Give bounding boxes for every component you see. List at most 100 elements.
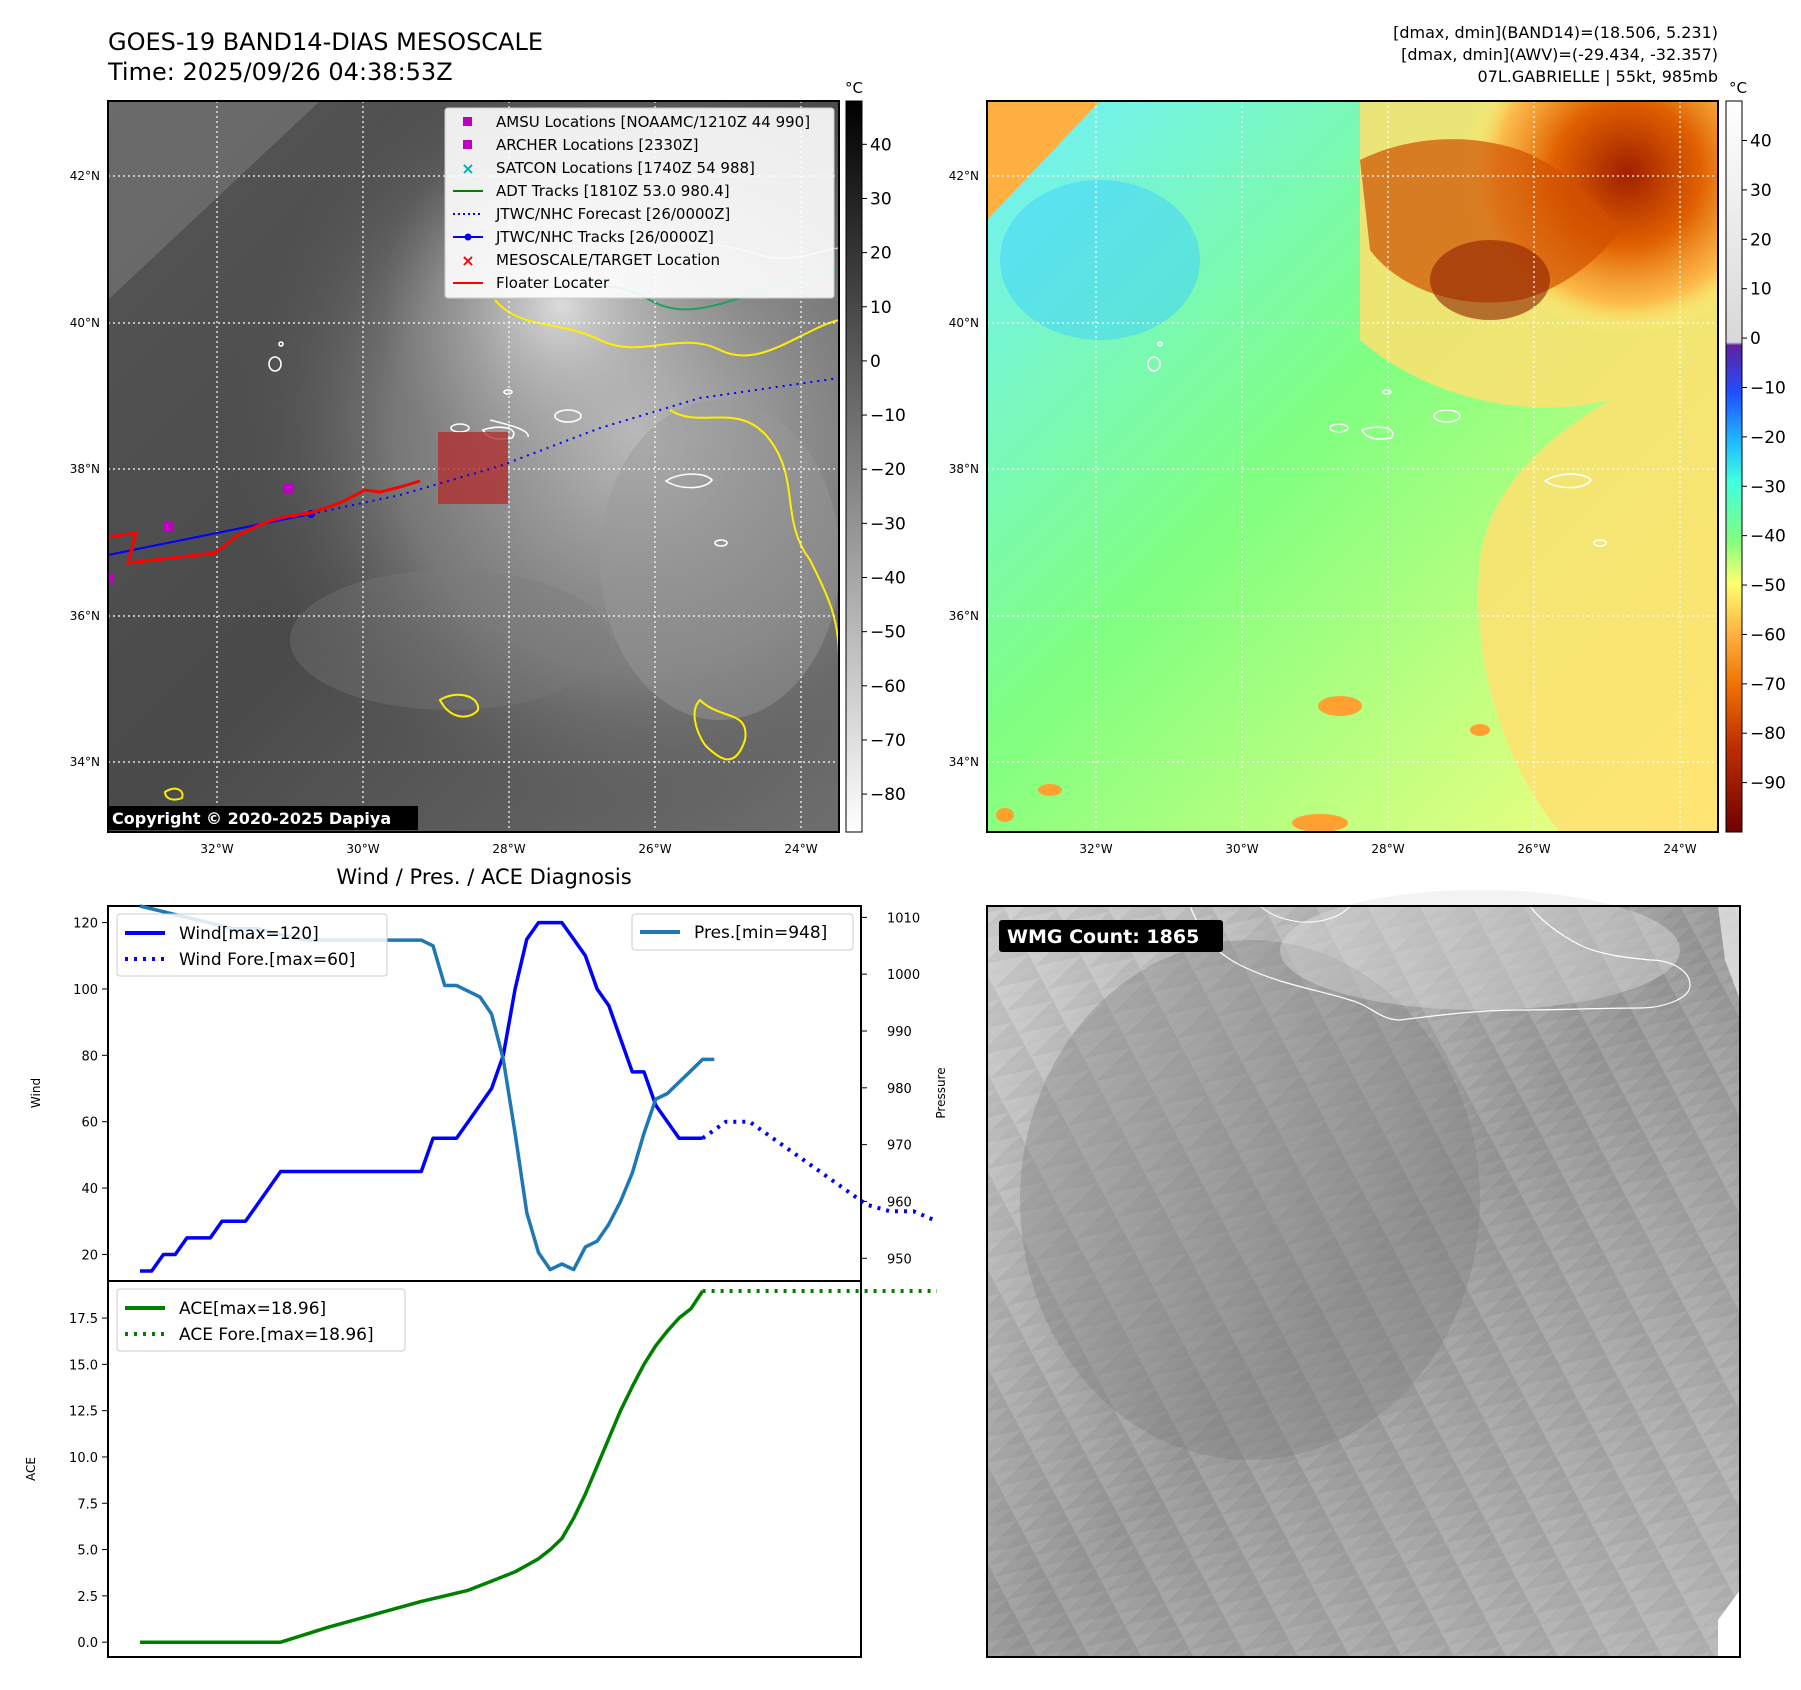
- wmg-panel: WMG Count: 1865: [986, 890, 1741, 1658]
- wv-colorbar-tick-label: −40: [1750, 527, 1786, 547]
- ace-y-tick-label: 17.5: [69, 1312, 98, 1327]
- wind-y-tick-label: 40: [81, 1182, 98, 1197]
- ir-contour-yellow-small: [438, 693, 480, 718]
- pressure-y-tick-label: 1010: [887, 911, 920, 926]
- wv-moist-patch: [1000, 180, 1200, 340]
- ir-colorbar-tick-label: −50: [870, 623, 906, 643]
- ir-lon-tick: 30°W: [346, 842, 379, 856]
- wind-legend-label: Wind Fore.[max=60]: [179, 950, 355, 970]
- wv-lon-tick: 32°W: [1079, 842, 1112, 856]
- wind-y-tick-label: 120: [73, 917, 98, 932]
- ir-lon-tick: 24°W: [784, 842, 817, 856]
- pressure-axis-label: Pressure: [934, 1067, 948, 1118]
- ace-y-tick-label: 12.5: [69, 1405, 98, 1420]
- ir-lon-tick: 26°W: [638, 842, 671, 856]
- diagnosis-title: Wind / Pres. / ACE Diagnosis: [336, 865, 631, 889]
- ace-y-tick-label: 0.0: [77, 1636, 98, 1651]
- ace-series-0: [140, 1290, 705, 1644]
- wv-dry-darkest: [1430, 240, 1550, 320]
- jtwc-track-line: [108, 513, 312, 556]
- ir-colorbar-tick-label: −30: [870, 514, 906, 534]
- ir-cloud-low: [290, 570, 610, 710]
- wmg-bright-region: [1280, 890, 1680, 1010]
- legend-marker-x: ×: [461, 159, 474, 178]
- wv-colorbar-tick-label: −20: [1750, 428, 1786, 448]
- pressure-y-tick-label: 970: [887, 1139, 912, 1154]
- ace-y-tick-label: 15.0: [69, 1358, 98, 1373]
- wv-colorbar-ticks: 40 30 20 10 0 −10 −20 −30 −40 −50 −60 −70 −80 −90: [1742, 132, 1786, 794]
- mesoscale-target-box: [438, 432, 508, 504]
- ir-colorbar-tick-label: 10: [870, 298, 892, 318]
- pressure-y-tick-label: 990: [887, 1025, 912, 1040]
- legend-marker-x: ×: [461, 251, 474, 270]
- wv-lon-tick: 30°W: [1225, 842, 1258, 856]
- wv-gridlines: [987, 101, 1718, 832]
- wv-colorbar-tick-label: 40: [1750, 132, 1772, 152]
- title-line-2: Time: 2025/09/26 04:38:53Z: [107, 58, 453, 86]
- ace-y-tick-label: 7.5: [77, 1497, 98, 1512]
- ace-y-tick-label: 5.0: [77, 1544, 98, 1559]
- ir-map-frame: [107, 100, 840, 833]
- ir-colorbar-tick-label: −10: [870, 406, 906, 426]
- ir-colorbar-tick-label: 0: [870, 352, 881, 372]
- ir-colorbar-tick-label: 40: [870, 135, 892, 155]
- pressure-y-tick-label: 950: [887, 1252, 912, 1267]
- wv-lon-tick: 28°W: [1371, 842, 1404, 856]
- copyright-box: [108, 806, 418, 830]
- legend-marker-dot: [464, 233, 472, 241]
- wv-lat-tick: 34°N: [949, 755, 979, 769]
- wv-map-tick-labels: 32°W 30°W 28°W 26°W 24°W 42°N 40°N 38°N 36°N 34°N: [949, 169, 1697, 856]
- ir-lat-tick: 42°N: [70, 169, 100, 183]
- wv-edge-wedge: [987, 101, 1100, 220]
- info-line-3: 07L.GABRIELLE | 55kt, 985mb: [1478, 67, 1718, 86]
- ir-colorbar-tick-label: 20: [870, 244, 892, 264]
- wv-lat-tick: 38°N: [949, 462, 979, 476]
- wv-lon-tick: 24°W: [1663, 842, 1696, 856]
- legend-item-label: JTWC/NHC Tracks [26/0000Z]: [495, 228, 714, 246]
- title-line-1: GOES-19 BAND14-DIAS MESOSCALE: [108, 28, 543, 56]
- wind-y-tick-label: 100: [73, 983, 98, 998]
- wmg-count-text: WMG Count: 1865: [1007, 926, 1199, 948]
- wind-pressure-chart: 20 40 60 80 100 120 950 960 970 980 990 1000 1010 Win…: [29, 904, 948, 1282]
- wv-colorbar-tick-label: −90: [1750, 774, 1786, 794]
- wv-map-panel: °C 403020100−10−20−30−40−50−60−70−80−90 …: [949, 79, 1786, 856]
- legend-item-label: AMSU Locations [NOAAMC/1210Z 44 990]: [496, 113, 810, 131]
- legend-item-label: MESOSCALE/TARGET Location: [496, 251, 720, 269]
- wind-y-tick-label: 20: [81, 1248, 98, 1263]
- ir-colorbar-tick-label: 30: [870, 189, 892, 209]
- ir-lat-tick: 38°N: [70, 462, 100, 476]
- wv-lon-tick: 26°W: [1517, 842, 1550, 856]
- wind-y-tick-label: 60: [81, 1116, 98, 1131]
- legend-item-label: JTWC/NHC Forecast [26/0000Z]: [495, 205, 730, 223]
- wind-legend-label: Wind[max=120]: [179, 924, 319, 944]
- ir-colorbar-tick-label: −60: [870, 677, 906, 697]
- ir-contour-yellow-east: [669, 409, 839, 661]
- wmg-triangulation: [987, 906, 1740, 1657]
- wv-colorbar-unit: °C: [1729, 79, 1747, 97]
- wv-azores-islands: [1147, 341, 1607, 547]
- ace-chart: 0.0 2.5 5.0 7.5 10.0 12.5 15.0 17.5 ACE[max=18.9…: [24, 1280, 937, 1658]
- ace-y-tick-label: 10.0: [69, 1451, 98, 1466]
- wv-colorbar-tick-label: −30: [1750, 477, 1786, 497]
- wind-y-tick-label: 80: [81, 1049, 98, 1064]
- ir-colorbar: [845, 100, 863, 833]
- ir-lon-tick: 32°W: [200, 842, 233, 856]
- archer-location-marker-edge: [108, 574, 114, 583]
- wv-map-frame: [986, 100, 1719, 833]
- ace-legend-label: ACE[max=18.96]: [179, 1299, 326, 1319]
- pressure-legend-label: Pres.[min=948]: [694, 923, 827, 943]
- ir-map-tick-labels: 32°W 30°W 28°W 26°W 24°W 42°N 40°N 38°N 36°N 34°N: [70, 169, 818, 856]
- ir-contour-yellow: [494, 299, 839, 357]
- ir-map-panel: AMSU Locations [NOAAMC/1210Z 44 990] ARCH…: [70, 79, 906, 856]
- wv-colorbar-tick-label: −60: [1750, 625, 1786, 645]
- floater-locater-track: [108, 479, 421, 565]
- ace-legend-label: ACE Fore.[max=18.96]: [179, 1325, 374, 1345]
- wv-colorbar-tick-label: 20: [1750, 230, 1772, 250]
- wmg-edge-blank: [1718, 1590, 1740, 1657]
- wind-series-0: [140, 920, 703, 1273]
- wind-axis-label: Wind: [29, 1078, 43, 1108]
- legend-marker-square: [463, 140, 472, 149]
- wv-dry-inner: [1360, 139, 1620, 303]
- ir-contour-yellow-sw: [163, 787, 184, 801]
